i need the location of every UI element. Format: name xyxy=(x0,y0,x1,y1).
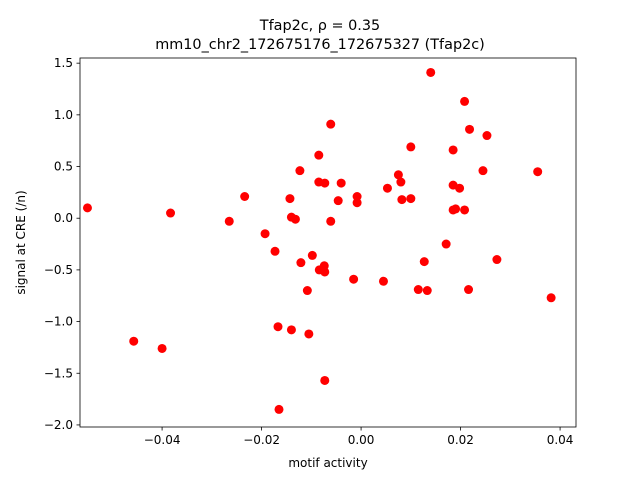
data-point-26 xyxy=(326,119,336,129)
data-point-44 xyxy=(441,239,451,249)
data-point-0 xyxy=(82,203,92,213)
data-point-17 xyxy=(304,329,314,339)
data-point-42 xyxy=(422,286,432,296)
data-point-27 xyxy=(326,216,336,226)
y-tick-label: 1.0 xyxy=(54,108,73,122)
y-tick-label: 1.5 xyxy=(54,56,73,70)
data-point-52 xyxy=(464,285,474,295)
data-point-48 xyxy=(451,204,461,214)
data-point-39 xyxy=(406,194,416,204)
data-point-3 xyxy=(166,208,176,218)
data-point-15 xyxy=(296,258,306,268)
x-tick-label: −0.04 xyxy=(144,433,181,447)
data-point-13 xyxy=(290,214,300,224)
data-point-35 xyxy=(393,170,403,180)
chart-title: Tfap2c, ρ = 0.35 xyxy=(259,18,380,34)
x-axis-ticks: −0.04 −0.02 0.00 0.02 0.04 xyxy=(144,427,574,447)
data-point-16 xyxy=(302,286,312,296)
data-point-28 xyxy=(333,196,343,206)
data-point-30 xyxy=(349,274,359,284)
data-point-14 xyxy=(295,166,305,176)
data-point-43 xyxy=(426,67,436,77)
data-point-6 xyxy=(260,229,270,239)
y-tick-label: −2.0 xyxy=(44,418,73,432)
data-point-2 xyxy=(157,343,167,353)
data-point-50 xyxy=(460,96,470,106)
data-point-45 xyxy=(448,145,458,155)
data-point-19 xyxy=(314,150,324,160)
data-point-55 xyxy=(482,131,492,141)
data-point-4 xyxy=(224,216,234,226)
data-point-7 xyxy=(270,246,280,256)
data-point-5 xyxy=(240,192,250,201)
chart-subtitle: mm10_chr2_172675176_172675327 (Tfap2c) xyxy=(155,37,485,53)
data-point-40 xyxy=(413,285,423,295)
data-points xyxy=(82,67,556,414)
y-tick-label: 0.0 xyxy=(54,211,73,225)
x-tick-label: −0.02 xyxy=(243,433,280,447)
data-point-32 xyxy=(352,198,362,208)
data-point-23 xyxy=(320,267,330,277)
data-point-33 xyxy=(378,276,388,286)
data-point-9 xyxy=(274,404,284,414)
data-point-49 xyxy=(455,183,465,193)
y-axis-ticks: −2.0 −1.5 −1.0 −0.5 0.0 0.5 1.0 1.5 xyxy=(44,56,80,432)
y-tick-label: −1.5 xyxy=(44,366,73,380)
data-point-41 xyxy=(419,257,429,267)
data-point-10 xyxy=(285,194,295,204)
data-point-56 xyxy=(492,255,502,265)
data-point-29 xyxy=(336,178,346,188)
x-axis-label: motif activity xyxy=(288,456,367,470)
data-point-53 xyxy=(465,124,475,134)
y-axis-label: signal at CRE (/n) xyxy=(14,190,28,294)
data-point-34 xyxy=(382,183,392,193)
y-tick-label: 0.5 xyxy=(54,160,73,174)
data-point-25 xyxy=(320,375,330,385)
data-point-38 xyxy=(406,142,416,152)
data-point-36 xyxy=(396,177,406,187)
y-tick-label: −0.5 xyxy=(44,263,73,277)
x-tick-label: 0.02 xyxy=(447,433,474,447)
plot-area-frame xyxy=(79,57,577,428)
x-tick-label: 0.04 xyxy=(547,433,574,447)
data-point-8 xyxy=(273,322,283,332)
data-point-24 xyxy=(320,178,330,188)
data-point-18 xyxy=(307,250,317,260)
data-point-12 xyxy=(286,325,296,335)
data-point-1 xyxy=(129,336,139,346)
data-point-58 xyxy=(546,293,556,303)
y-tick-label: −1.0 xyxy=(44,315,73,329)
data-point-57 xyxy=(533,167,543,177)
data-point-54 xyxy=(478,166,488,176)
data-point-51 xyxy=(460,205,470,215)
x-tick-label: 0.00 xyxy=(348,433,375,447)
data-point-31 xyxy=(352,192,362,201)
data-point-37 xyxy=(397,195,407,205)
